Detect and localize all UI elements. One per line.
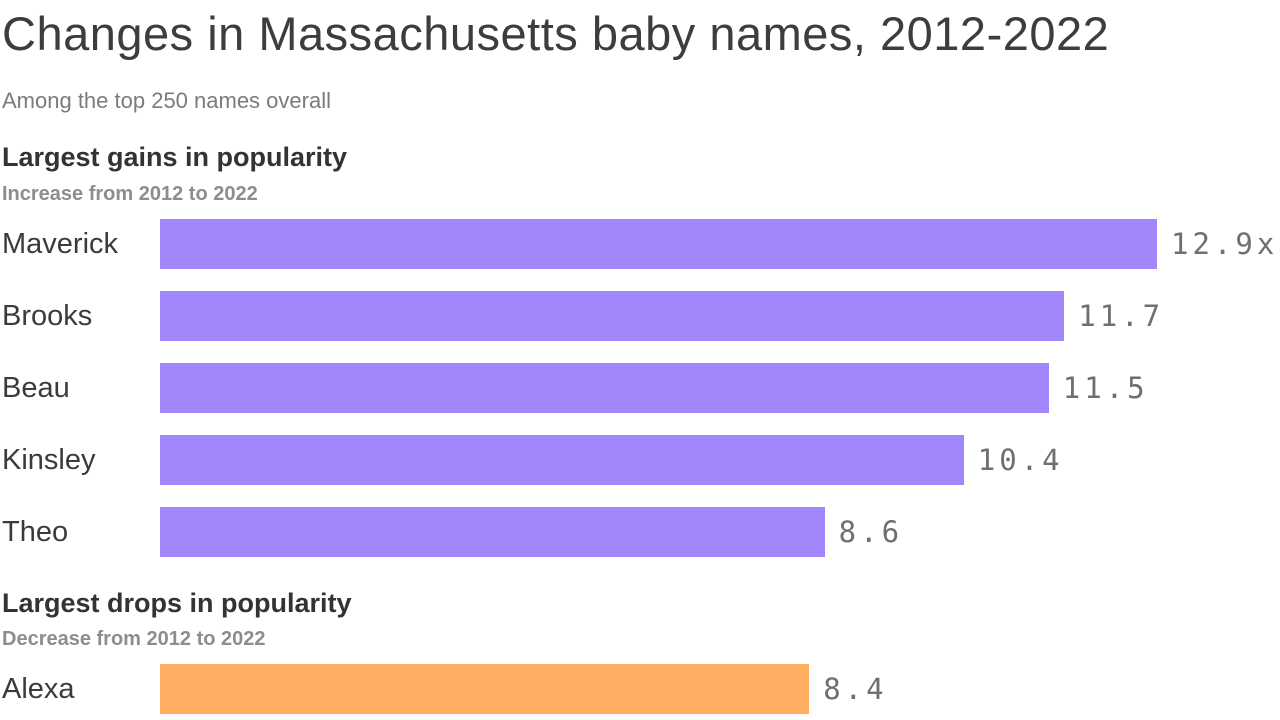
bar (160, 363, 1049, 413)
bar-category-label: Theo (2, 515, 69, 548)
page-subtitle: Among the top 250 names overall (2, 88, 331, 113)
bar-row: Brooks 11.7 (2, 291, 1280, 341)
page-title: Changes in Massachusetts baby names, 201… (2, 7, 1110, 60)
gains-subheading: Increase from 2012 to 2022 (2, 183, 258, 205)
bar-row: Maverick 12.9x (2, 219, 1280, 269)
section-gains: Largest gains in popularity Increase fro… (2, 140, 1280, 557)
bar (160, 664, 810, 714)
section-drops: Largest drops in popularity Decrease fro… (2, 586, 1280, 714)
bar-value-label: 12.9x (1171, 227, 1279, 261)
bar-row: Theo 8.6 (2, 507, 1280, 557)
bar-category-label: Beau (2, 371, 70, 404)
drops-heading: Largest drops in popularity (2, 588, 352, 618)
gains-heading: Largest gains in popularity (2, 142, 348, 172)
bar-value-label: 8.4 (823, 672, 888, 706)
bar-value-label: 10.4 (977, 443, 1064, 477)
bar-row: Alexa 8.4 (2, 664, 1280, 714)
bar-category-label: Brooks (2, 299, 93, 332)
bar-row: Beau 11.5 (2, 363, 1280, 413)
bar-category-label: Alexa (2, 672, 75, 705)
bar-track: 11.7 (160, 291, 1280, 341)
bar-value-label: 11.5 (1062, 371, 1149, 405)
bar (160, 435, 964, 485)
bar-track: 8.4 (160, 664, 1280, 714)
bar-category-label: Kinsley (2, 443, 96, 476)
bar-value-label: 8.6 (838, 515, 904, 549)
drops-subheading: Decrease from 2012 to 2022 (2, 628, 266, 650)
bar-track: 10.4 (160, 435, 1280, 485)
gains-bar-chart: Maverick 12.9x Brooks 11.7 Beau 11.5 Kinsley 10… (2, 219, 1280, 557)
bar-track: 12.9x (160, 219, 1280, 269)
drops-bar-chart: Alexa 8.4 (2, 664, 1280, 714)
bar-row: Kinsley 10.4 (2, 435, 1280, 485)
bar (160, 507, 825, 557)
bar-category-label: Maverick (2, 227, 119, 260)
bar (160, 291, 1065, 341)
bar-track: 11.5 (160, 363, 1280, 413)
bar-value-label: 11.7 (1078, 299, 1165, 333)
bar-track: 8.6 (160, 507, 1280, 557)
bar (160, 219, 1157, 269)
